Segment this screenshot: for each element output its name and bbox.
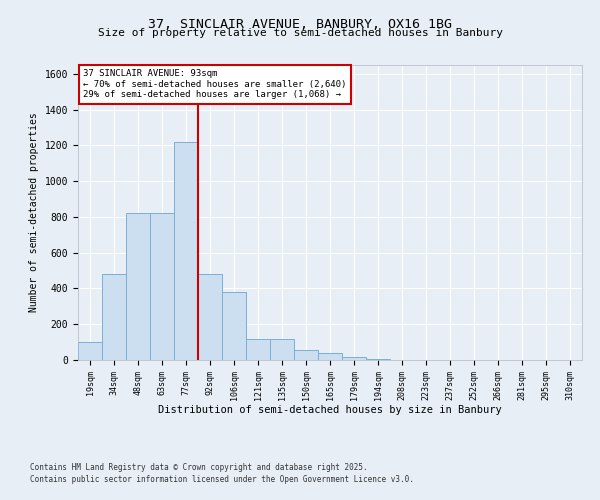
Bar (270, 338, 294, 360)
Bar (198, 274, 222, 360)
Bar (222, 292, 246, 360)
Bar (174, 142, 198, 360)
Bar (318, 353, 342, 360)
Bar (366, 358, 390, 360)
Y-axis label: Number of semi-detached properties: Number of semi-detached properties (29, 112, 39, 312)
Bar (102, 274, 126, 360)
Bar (294, 350, 318, 360)
Text: 37, SINCLAIR AVENUE, BANBURY, OX16 1BG: 37, SINCLAIR AVENUE, BANBURY, OX16 1BG (148, 18, 452, 30)
Bar (126, 214, 150, 360)
Text: Contains HM Land Registry data © Crown copyright and database right 2025.: Contains HM Land Registry data © Crown c… (30, 464, 368, 472)
Bar (78, 342, 102, 360)
Bar (342, 358, 366, 360)
Text: Size of property relative to semi-detached houses in Banbury: Size of property relative to semi-detach… (97, 28, 503, 38)
Bar (150, 214, 174, 360)
X-axis label: Distribution of semi-detached houses by size in Banbury: Distribution of semi-detached houses by … (158, 406, 502, 415)
Text: 37 SINCLAIR AVENUE: 93sqm
← 70% of semi-detached houses are smaller (2,640)
29% : 37 SINCLAIR AVENUE: 93sqm ← 70% of semi-… (83, 70, 346, 99)
Text: Contains public sector information licensed under the Open Government Licence v3: Contains public sector information licen… (30, 474, 414, 484)
Bar (246, 338, 270, 360)
